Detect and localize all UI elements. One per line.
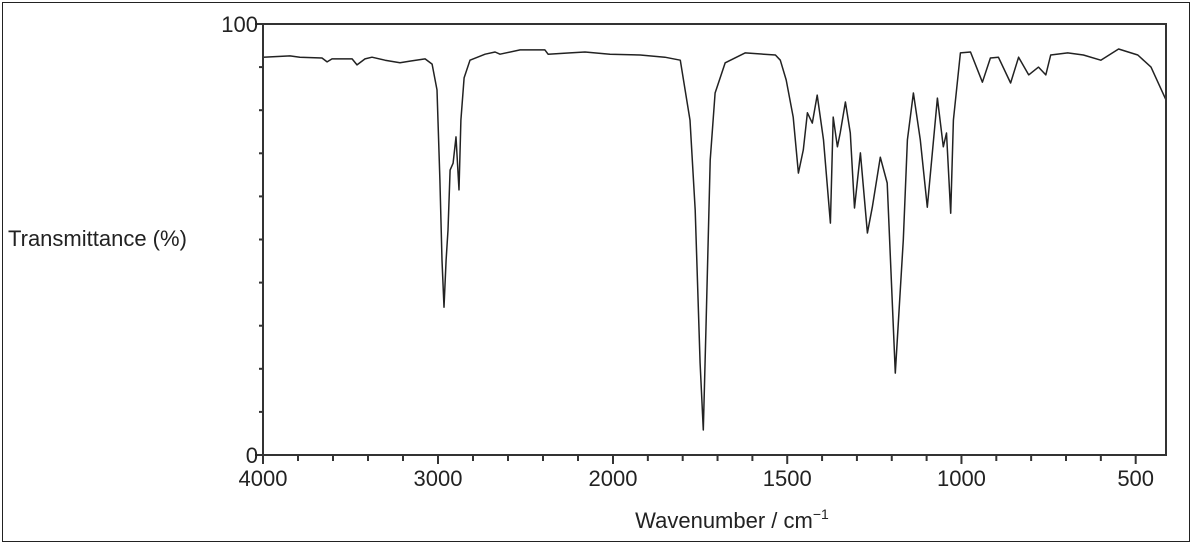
x-tick-label: 3000 [414, 466, 463, 491]
y-axis-label: Transmittance (%) [8, 226, 187, 251]
x-tick-labels: 4000 3000 2000 1500 1000 500 [239, 466, 1155, 491]
y-tick-label-0: 0 [246, 443, 258, 468]
axis-ticks [255, 23, 1137, 464]
x-axis-label: Wavenumber / cm−1 [635, 506, 829, 533]
x-tick-label: 4000 [239, 466, 288, 491]
x-tick-label: 1500 [763, 466, 812, 491]
y-tick-label-100: 100 [221, 12, 258, 37]
x-axis-label-superscript: −1 [813, 506, 829, 522]
spectrum-line [262, 48, 1167, 431]
x-tick-label: 2000 [589, 466, 638, 491]
x-tick-label: 1000 [937, 466, 986, 491]
x-tick-label: 500 [1117, 466, 1154, 491]
plot-area-border [262, 23, 1167, 456]
x-axis-label-text: Wavenumber / cm [635, 508, 813, 533]
